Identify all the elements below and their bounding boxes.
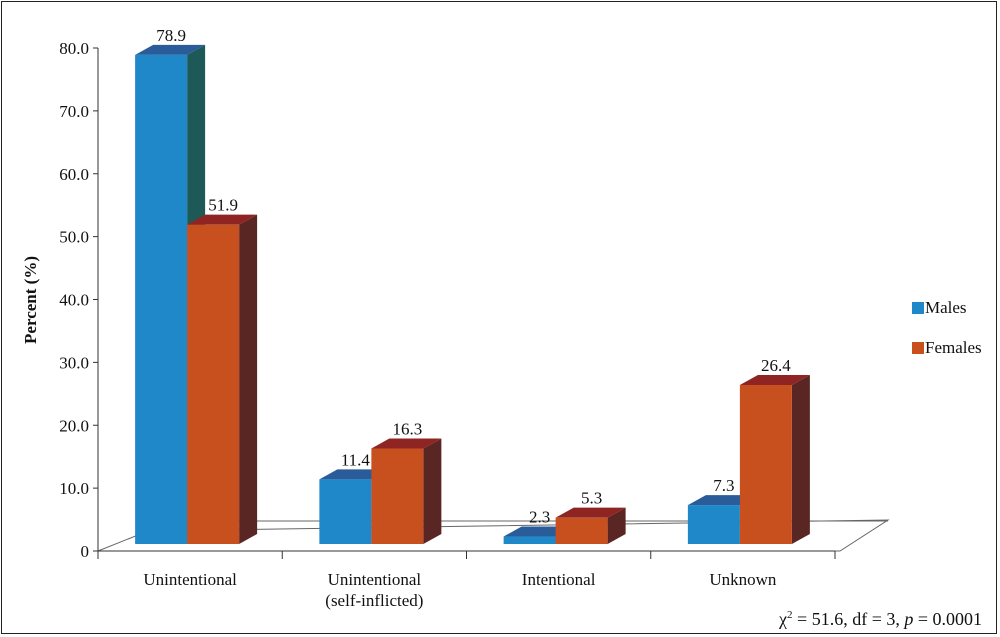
data-label: 11.4 bbox=[341, 450, 371, 469]
bar-top-females bbox=[371, 438, 442, 449]
y-tick-label: 10.0 bbox=[59, 479, 89, 498]
bar-side-females bbox=[423, 438, 442, 544]
x-category-label: Intentional bbox=[522, 570, 596, 589]
legend-item-females: Females bbox=[912, 336, 982, 360]
bar-females bbox=[187, 224, 240, 544]
legend-item-males: Males bbox=[912, 296, 982, 320]
data-label: 16.3 bbox=[393, 420, 423, 439]
bar-males bbox=[135, 54, 188, 544]
y-tick-label: 80.0 bbox=[59, 39, 89, 58]
legend-label-males: Males bbox=[925, 298, 967, 317]
p-symbol: p bbox=[904, 609, 914, 629]
x-category-label: Unintentional bbox=[328, 570, 422, 589]
y-tick-label: 30.0 bbox=[59, 353, 89, 372]
x-category-label: Unknown bbox=[709, 570, 777, 589]
data-label: 7.3 bbox=[713, 476, 734, 495]
bar-top-males bbox=[135, 44, 206, 55]
y-tick-label: 20.0 bbox=[59, 416, 89, 435]
y-tick-label: 0 bbox=[81, 542, 90, 561]
bar-females bbox=[371, 448, 424, 544]
chi-symbol: χ bbox=[779, 609, 788, 629]
data-label: 78.9 bbox=[156, 26, 186, 45]
bar-males bbox=[687, 505, 740, 544]
data-label: 5.3 bbox=[581, 489, 602, 508]
bar-side-females bbox=[791, 375, 810, 544]
x-category-label: Unintentional bbox=[143, 570, 237, 589]
bar-top-females bbox=[555, 507, 626, 518]
legend-swatch-females bbox=[912, 342, 924, 354]
bar-top-females bbox=[187, 214, 258, 225]
bar-males bbox=[503, 536, 556, 544]
legend: Males Females bbox=[912, 296, 982, 376]
p-value: = 0.0001 bbox=[913, 609, 982, 629]
chi-equation: = 51.6, df = 3, bbox=[792, 609, 905, 629]
y-axis-label: Percent (%) bbox=[21, 256, 40, 344]
y-tick-label: 60.0 bbox=[59, 165, 89, 184]
legend-label-females: Females bbox=[925, 338, 982, 357]
y-tick-label: 50.0 bbox=[59, 228, 89, 247]
x-category-label: (self-inflicted) bbox=[325, 591, 423, 610]
chi-square-annotation: χ2 = 51.6, df = 3, p = 0.0001 bbox=[779, 609, 982, 630]
bar-top-females bbox=[739, 375, 810, 386]
bar-males bbox=[319, 479, 372, 544]
bar-side-females bbox=[607, 507, 626, 544]
chi-superscript: 2 bbox=[787, 609, 793, 621]
data-label: 2.3 bbox=[529, 508, 550, 527]
y-tick-label: 40.0 bbox=[59, 291, 89, 310]
bar-side-females bbox=[239, 214, 258, 544]
legend-swatch-males bbox=[912, 302, 924, 314]
y-tick-label: 70.0 bbox=[59, 102, 89, 121]
bar-females bbox=[555, 517, 608, 544]
data-label: 51.9 bbox=[208, 196, 238, 215]
bar-females bbox=[739, 385, 792, 544]
data-label: 26.4 bbox=[761, 356, 791, 375]
